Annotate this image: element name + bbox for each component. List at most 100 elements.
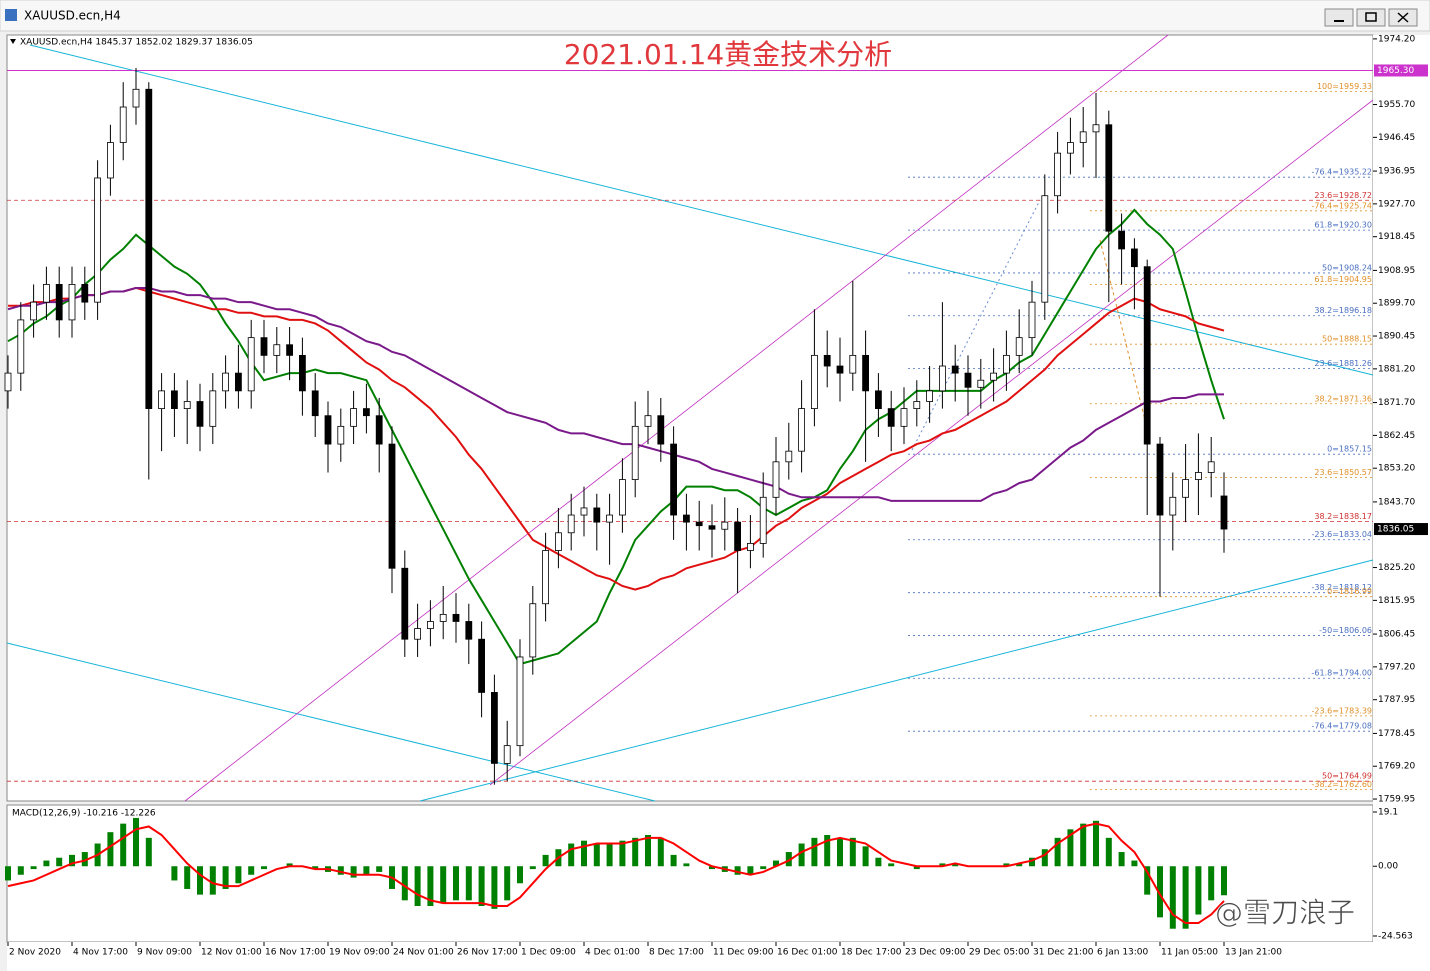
macd-bar [824,835,831,867]
close-icon [1397,12,1409,23]
candle-body [375,415,383,445]
x-tick-label: 8 Dec 17:00 [649,948,704,958]
candle-body [900,408,908,427]
fib-level-label: 50=1908.24 [1322,263,1372,272]
candle-body [1143,266,1151,445]
trend-line [6,642,656,802]
macd-bar [645,835,651,867]
macd-bar [888,863,895,867]
macd-bar [261,866,267,870]
title-bar [0,0,1430,32]
macd-bar [568,843,575,867]
macd-bar [312,866,319,870]
macd-bar [440,866,447,904]
y-tick-label: 1862.45 [1378,431,1415,441]
macd-bar [1221,866,1227,896]
y-tick-label: 1797.20 [1378,662,1415,672]
candle-body [350,408,358,427]
restore-button[interactable] [1356,8,1386,27]
y-tick-label: 1890.45 [1378,332,1415,342]
candle-body [298,354,306,392]
chart-title: 2021.01.14黄金技术分析 [564,38,892,71]
fib-level-label: 23.6=1850.57 [1314,468,1372,477]
candle-body [1207,461,1215,473]
macd-bar [401,866,408,901]
y-tick-label: 1853.20 [1378,464,1415,474]
macd-bar [542,854,549,867]
x-tick-label: 16 Dec 01:00 [777,948,838,958]
y-tick-label: 1806.45 [1378,630,1415,640]
x-tick-label: 6 Jan 13:00 [1097,948,1149,958]
moving-average [7,286,1224,502]
macd-bar [773,860,779,867]
candle-body [17,319,25,374]
macd-bar [43,860,50,867]
macd-bar [760,866,767,870]
macd-bar [849,837,856,867]
y-tick-label: 1899.70 [1378,299,1415,309]
candle-body [772,461,780,498]
price-marker-box [1374,64,1428,77]
candle-body [107,142,114,179]
fib-level-label: 61.8=1920.30 [1314,221,1372,230]
candle-body [785,450,793,463]
candle-body [503,745,511,764]
macd-bar [286,863,293,867]
fib-level-label: 50=1888.15 [1322,335,1372,344]
candle-body [414,628,422,640]
candle-body [1067,142,1074,154]
candle-body [1156,443,1164,516]
candle-body [1003,354,1010,374]
macd-bar [1067,829,1074,867]
macd-bar [1003,863,1010,867]
window-title: XAUUSD.ecn,H4 [24,9,121,23]
candle-body [747,543,754,551]
candle-body [529,603,537,658]
fib-level-label: 23.6=1928.72 [1314,191,1372,200]
macd-title: MACD(12,26,9) -10.216 -12.226 [12,809,156,819]
candle-body [260,337,268,356]
candle-body [734,521,741,551]
macd-bar [785,852,792,867]
candle-body [811,354,818,409]
candle-body [273,344,281,356]
time-axis-area [7,942,1430,971]
y-tick-label: 1843.70 [1378,497,1415,507]
candle-body [516,656,524,747]
candle-body [1105,124,1113,232]
macd-bar [1118,852,1125,867]
minimize-button[interactable] [1324,8,1354,27]
macd-bar [593,843,600,867]
x-tick-label: 23 Dec 09:00 [905,948,966,958]
candle-body [862,354,869,392]
macd-bar [811,837,818,867]
candle-body [670,443,677,516]
candle-body [324,415,332,445]
candle-body [657,415,665,445]
y-tick-label: 1871.70 [1378,398,1415,408]
y-tick-label: 1955.70 [1378,100,1415,110]
candle-body [1118,230,1125,250]
candle-body [43,284,50,303]
x-tick-label: 19 Nov 09:00 [329,948,390,958]
price-axis-area [1373,35,1430,942]
x-tick-label: 18 Dec 17:00 [841,948,902,958]
macd-bar [939,863,946,867]
last-price-label: 1836.05 [1377,525,1414,535]
candle-body [977,379,985,388]
macd-bar [798,843,805,867]
fib-level-label: 38.2=1896.18 [1314,306,1372,315]
x-tick-label: 12 Nov 01:00 [201,948,262,958]
candle-body [388,443,396,569]
macd-bar [133,817,139,867]
price-marker-label: 1965.30 [1377,66,1414,76]
y-tick-label: 1787.95 [1378,695,1415,705]
fib-level-label: 50=1764.99 [1322,772,1372,781]
candle-body [170,390,178,409]
candle-body [490,692,498,764]
macd-bar [1093,820,1099,867]
candle-body [1092,124,1100,133]
macd-bar [683,863,690,867]
x-tick-label: 9 Nov 09:00 [137,948,192,958]
candle-body [1220,495,1228,530]
